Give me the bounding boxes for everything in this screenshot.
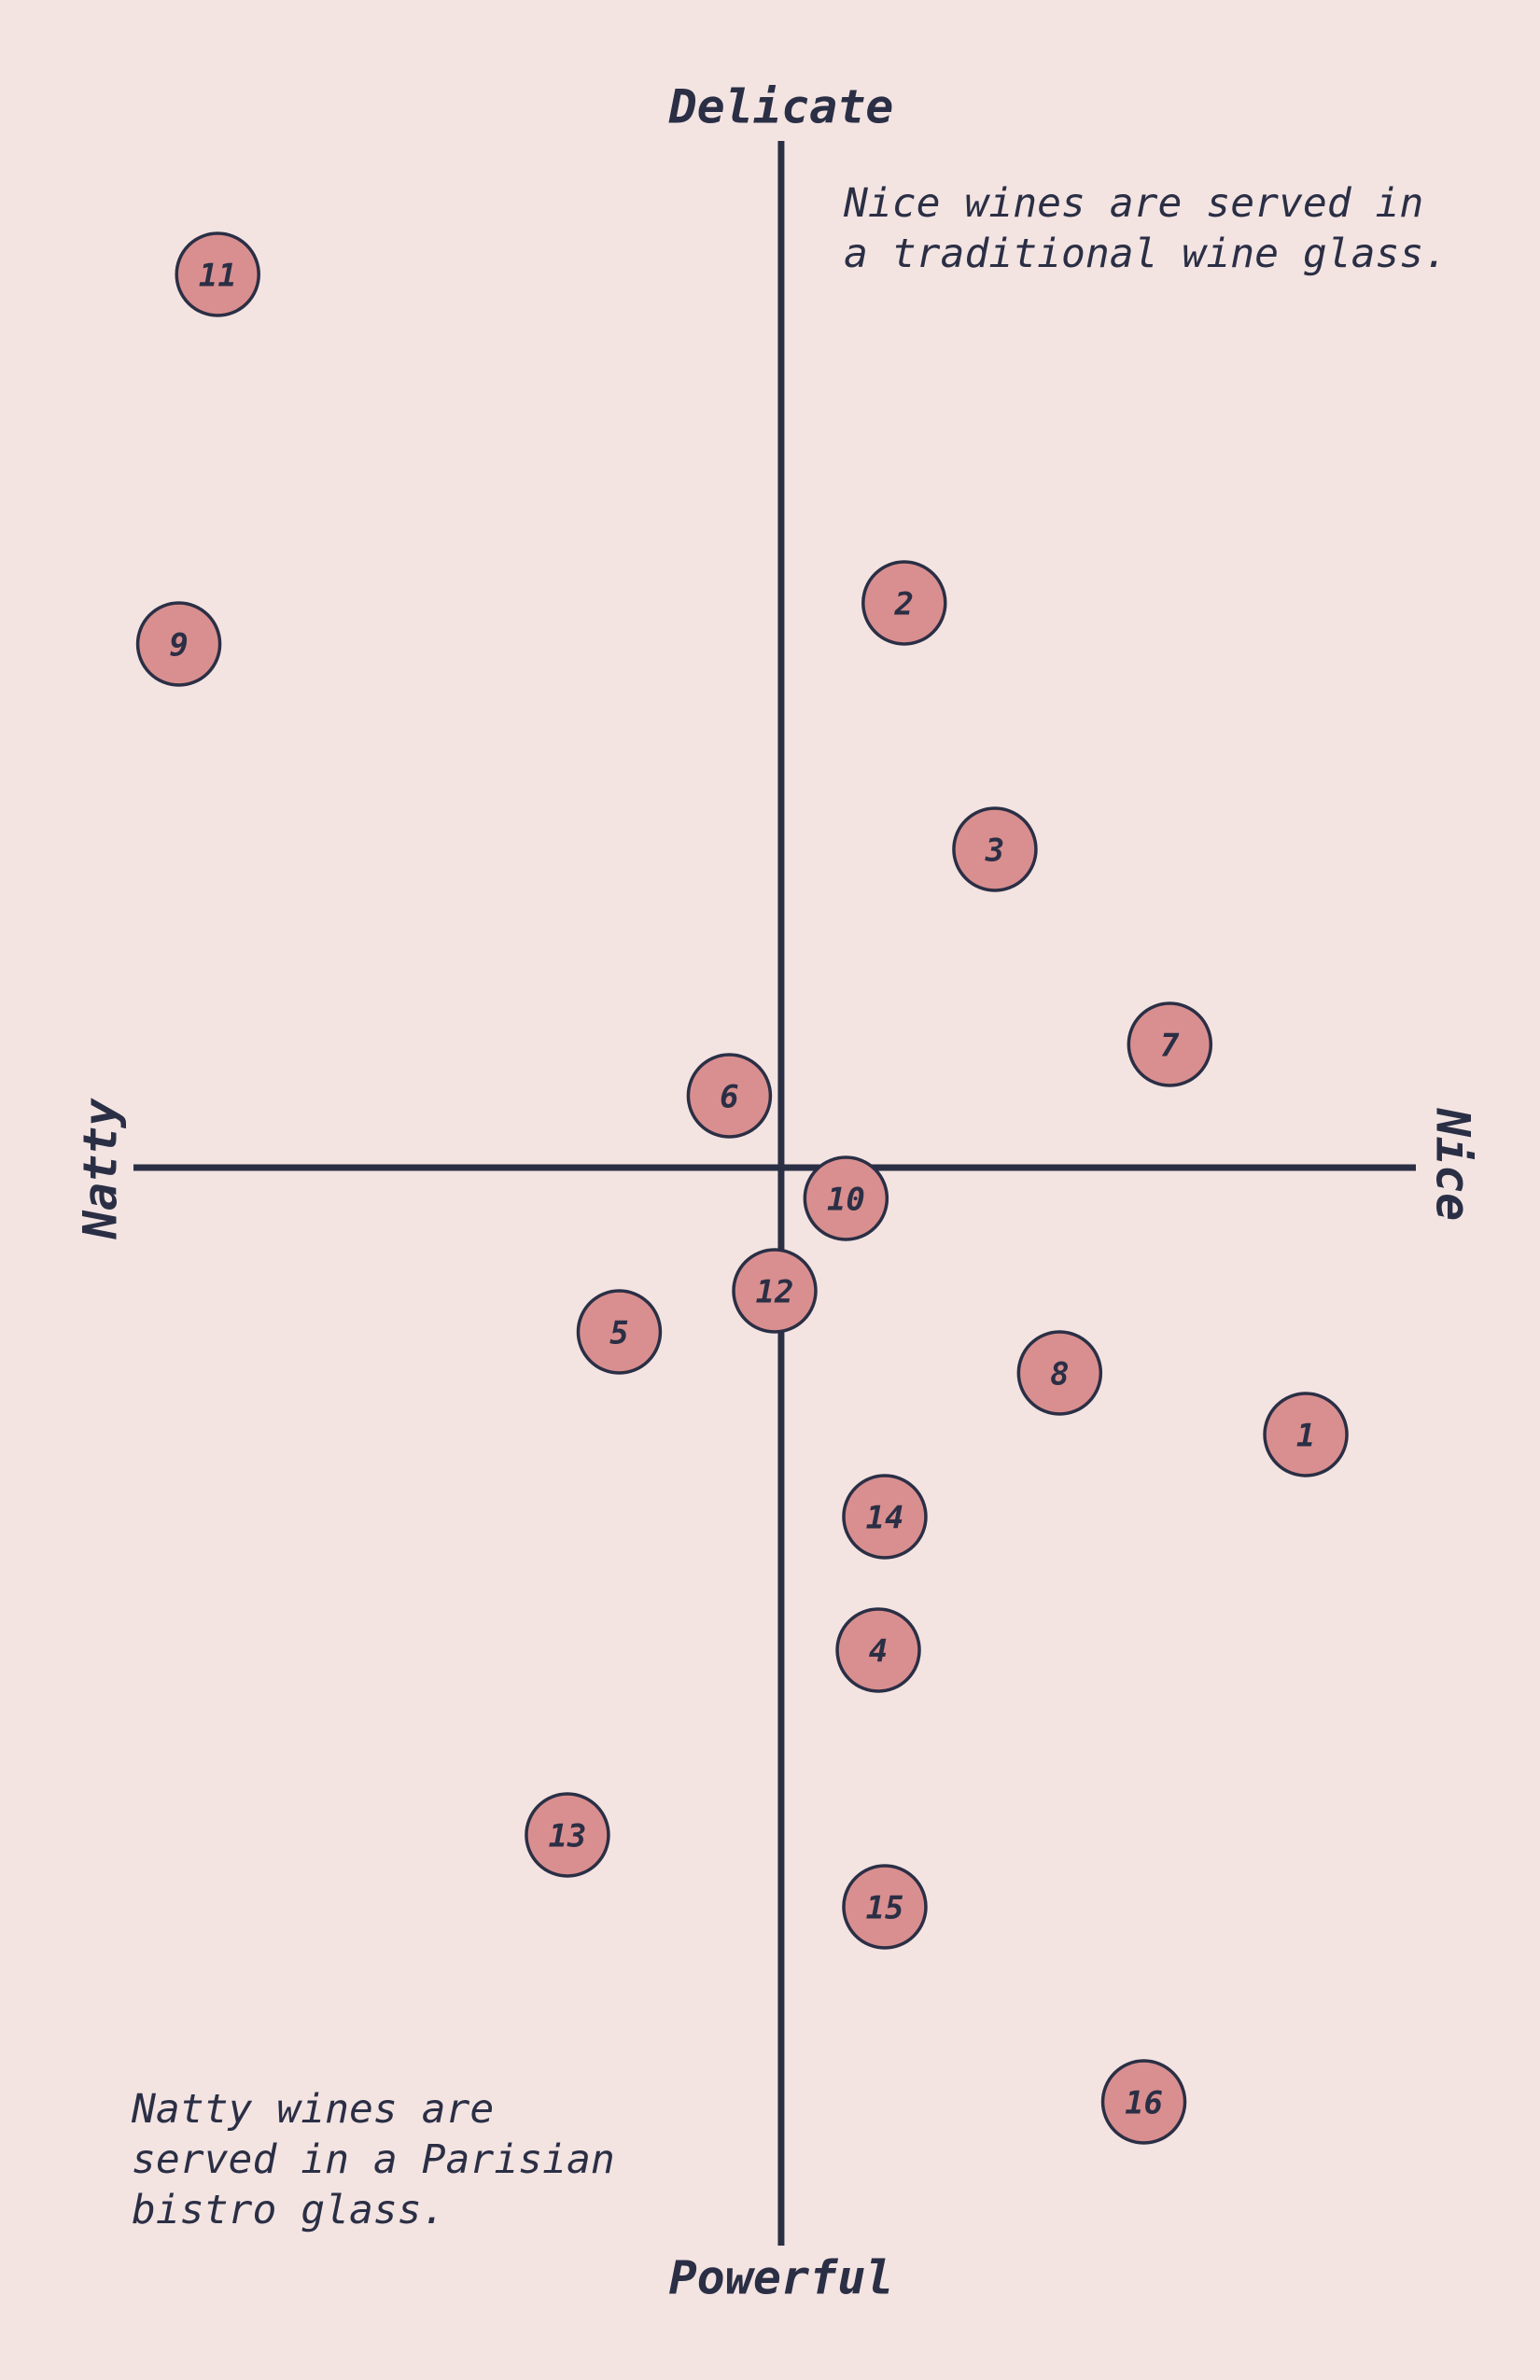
- bottom-label: Powerful: [669, 2251, 894, 2305]
- point: [835, 1607, 921, 1693]
- point-label: 2: [894, 586, 914, 623]
- point: [803, 1155, 889, 1241]
- point: [842, 1474, 928, 1560]
- point: [842, 1864, 928, 1950]
- annotation: bistro glass.: [132, 2187, 446, 2233]
- point: [861, 560, 947, 646]
- point: [952, 806, 1038, 892]
- right-label: Nice: [1426, 1108, 1480, 1221]
- point: [1263, 1392, 1349, 1477]
- point: [525, 1792, 610, 1878]
- point: [1016, 1330, 1103, 1416]
- point-label: 4: [869, 1633, 888, 1671]
- point: [732, 1248, 818, 1334]
- point-label: 12: [756, 1274, 794, 1311]
- point: [686, 1053, 773, 1139]
- point-label: 1: [1296, 1418, 1315, 1455]
- annotation: Natty wines are: [131, 2086, 494, 2133]
- point-label: 15: [865, 1890, 903, 1927]
- point-label: 7: [1160, 1028, 1180, 1065]
- point: [135, 601, 222, 687]
- point-label: 5: [609, 1315, 628, 1352]
- point-label: 10: [827, 1182, 865, 1219]
- point-label: 13: [548, 1818, 586, 1855]
- point-label: 8: [1050, 1356, 1069, 1393]
- annotation: served in a Parisian: [132, 2136, 615, 2183]
- point-label: 3: [985, 833, 1004, 870]
- point-label: 11: [199, 258, 237, 295]
- left-label: Natty: [74, 1098, 128, 1239]
- point-label: 16: [1125, 2085, 1163, 2122]
- annotation: a traditional wine glass.: [844, 231, 1448, 277]
- annotation: Nice wines are served in: [843, 180, 1423, 227]
- point: [1100, 2059, 1187, 2145]
- point-label: 9: [169, 627, 188, 665]
- point: [576, 1289, 663, 1375]
- point-label: 14: [865, 1500, 903, 1537]
- point: [175, 231, 260, 317]
- point: [1127, 1001, 1213, 1087]
- top-label: Delicate: [668, 80, 894, 134]
- point-label: 6: [720, 1079, 738, 1116]
